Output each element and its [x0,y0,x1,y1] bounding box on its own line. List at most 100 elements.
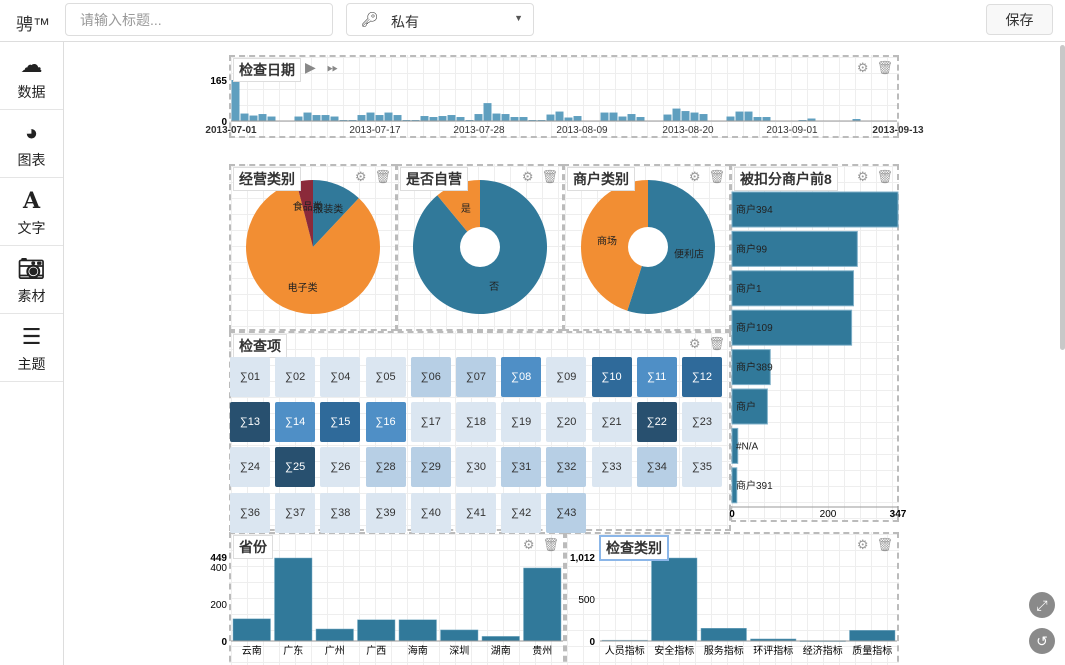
sidebar-item-theme[interactable]: ☰ 主题 [0,314,63,382]
gear-icon[interactable]: ⚙ [856,60,869,75]
camera-icon: 📷︎ [17,256,46,281]
play-icon[interactable]: ▶ [305,59,316,75]
heatmap-cell[interactable]: ∑20 [546,402,587,443]
panel-title: 省份 [233,535,273,559]
save-button[interactable]: 保存 [986,4,1053,35]
heatmap-cell[interactable]: ∑43 [546,492,587,533]
sidebar-item-label: 图表 [17,152,46,168]
trash-icon[interactable]: 🗑︎ [541,169,558,184]
trash-icon[interactable]: 🗑︎ [708,169,725,184]
heatmap-cell[interactable]: ∑17 [410,402,451,443]
heatmap-cell[interactable]: ∑38 [320,492,361,533]
theme-icon: ☰ [21,324,42,349]
heatmap-cell[interactable]: ∑11 [636,357,677,397]
heatmap-cell[interactable]: ∑41 [456,492,496,533]
heatmap-cell[interactable]: ∑12 [682,357,722,397]
fast-forward-icon[interactable]: ⏩︎ [327,59,339,75]
panel-title: 检查项 [233,334,287,358]
panel-check-type[interactable]: 检查类别 ⚙ 🗑︎ [565,532,899,665]
heatmap-cell[interactable]: ∑21 [591,402,632,443]
heatmap-cell[interactable]: ∑22 [636,402,677,443]
sidebar: ☁ 数据 ◕ 图表 A 文字 📷︎ 素材 ☰ 主题 [0,42,64,665]
pie-chart-icon: ◕ [24,120,39,145]
gear-icon[interactable]: ⚙ [688,336,701,351]
heatmap-cell[interactable]: ∑23 [682,402,722,443]
trash-icon[interactable]: 🗑︎ [876,169,893,184]
cloud-upload-icon: ☁ [20,52,43,77]
panel-title: 经营类别 [233,167,301,191]
gear-icon[interactable]: ⚙ [856,537,869,552]
heatmap-cell[interactable]: ∑30 [456,447,496,488]
heatmap-cell[interactable]: ∑39 [365,492,406,533]
heatmap-cell[interactable]: ∑42 [501,492,542,533]
heatmap-cell[interactable]: ∑13 [230,402,270,443]
panel-title: 检查日期 [233,58,301,82]
trash-icon[interactable]: 🗑︎ [876,60,893,75]
heatmap-cell[interactable]: ∑26 [320,447,361,488]
heatmap-cell[interactable]: ∑19 [501,402,542,443]
sidebar-item-label: 主题 [17,356,46,372]
panel-title: 检查类别 [599,535,669,561]
panel-province[interactable]: 省份 ⚙ 🗑︎ [229,532,565,665]
heatmap-cell[interactable]: ∑08 [501,357,542,397]
heatmap-cell[interactable]: ∑28 [365,447,406,488]
heatmap-cell[interactable]: ∑24 [230,447,270,488]
heatmap-cell[interactable]: ∑16 [365,402,406,443]
heatmap-cell[interactable]: ∑37 [275,492,316,533]
reset-button[interactable]: ↺ [1029,628,1055,654]
gear-icon[interactable]: ⚙ [354,169,367,184]
gear-icon[interactable]: ⚙ [856,169,869,184]
panel-timeline[interactable]: 检查日期 ▶ ⏩︎ ⚙ 🗑︎ [229,55,899,138]
fullscreen-button[interactable]: ⤢ [1029,592,1055,618]
sidebar-item-data[interactable]: ☁ 数据 [0,42,63,110]
sidebar-item-label: 文字 [17,220,46,236]
panel-title: 被扣分商户前8 [734,167,838,191]
heatmap-cell[interactable]: ∑15 [320,402,361,443]
panel-title: 商户类别 [567,167,635,191]
gear-icon[interactable]: ⚙ [522,537,535,552]
panel-business-type[interactable]: 经营类别 ⚙ 🗑︎ [229,164,397,331]
key-icon: 🔑︎ [361,11,379,27]
privacy-value: 私有 [391,14,419,30]
vertical-scrollbar[interactable] [1060,45,1065,350]
heatmap-cell[interactable]: ∑14 [275,402,316,443]
text-icon: A [22,188,41,214]
sidebar-item-chart[interactable]: ◕ 图表 [0,110,63,178]
heatmap-cell[interactable]: ∑05 [365,357,406,397]
heatmap-cell[interactable]: ∑09 [546,357,587,397]
panel-self-run[interactable]: 是否自营 ⚙ 🗑︎ [396,164,564,331]
top-bar: 骋™ 🔑︎ 私有 ▼ 保存 [0,0,1065,42]
heatmap-cell[interactable]: ∑35 [682,447,722,488]
panel-top8[interactable]: 被扣分商户前8 ⚙ 🗑︎ [730,164,899,522]
app-logo: 骋™ [16,15,50,34]
heatmap-cell[interactable]: ∑04 [320,357,361,397]
heatmap-cell[interactable]: ∑10 [591,357,632,397]
sidebar-item-text[interactable]: A 文字 [0,178,63,246]
trash-icon[interactable]: 🗑︎ [374,169,391,184]
heatmap-cell[interactable]: ∑02 [275,357,316,397]
panel-title: 是否自营 [400,167,468,191]
heatmap-cell[interactable]: ∑32 [546,447,587,488]
heatmap-cell[interactable]: ∑07 [456,357,496,397]
sidebar-item-label: 数据 [17,84,46,100]
gear-icon[interactable]: ⚙ [688,169,701,184]
heatmap-cell[interactable]: ∑25 [275,447,316,488]
heatmap-cell[interactable]: ∑33 [591,447,632,488]
sidebar-item-label: 素材 [17,288,46,304]
heatmap-cell[interactable]: ∑36 [230,492,270,533]
trash-icon[interactable]: 🗑︎ [876,537,893,552]
heatmap-cell[interactable]: ∑29 [410,447,451,488]
sidebar-item-assets[interactable]: 📷︎ 素材 [0,246,63,314]
privacy-select[interactable]: 🔑︎ 私有 ▼ [346,3,534,36]
heatmap-cell[interactable]: ∑06 [410,357,451,397]
gear-icon[interactable]: ⚙ [521,169,534,184]
heatmap-cell[interactable]: ∑18 [456,402,496,443]
heatmap-cell[interactable]: ∑31 [501,447,542,488]
heatmap-cell[interactable]: ∑40 [410,492,451,533]
panel-merchant-type[interactable]: 商户类别 ⚙ 🗑︎ [563,164,731,331]
heatmap-cell[interactable]: ∑34 [636,447,677,488]
title-input[interactable] [65,3,333,36]
trash-icon[interactable]: 🗑︎ [542,537,559,552]
heatmap-cell[interactable]: ∑01 [230,357,270,397]
trash-icon[interactable]: 🗑︎ [708,336,725,351]
